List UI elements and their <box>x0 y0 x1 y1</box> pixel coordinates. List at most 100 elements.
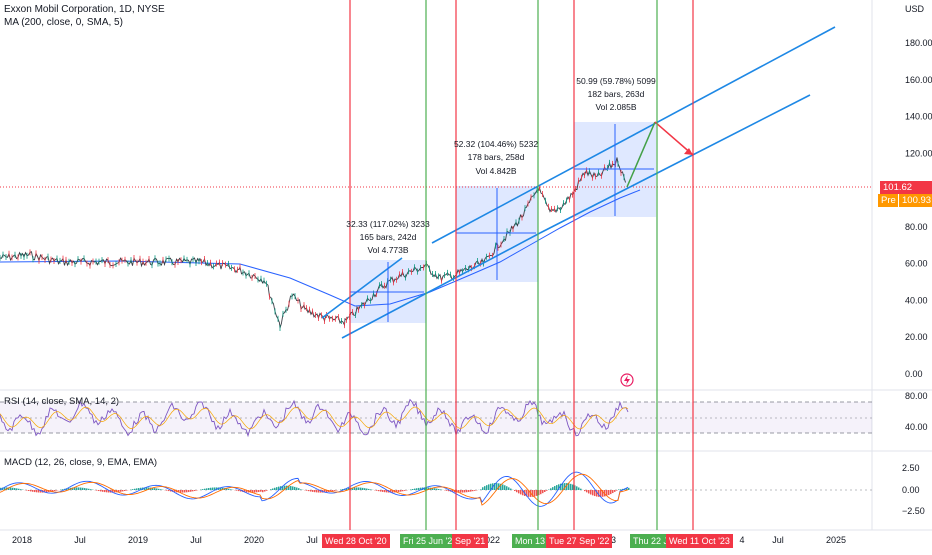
macd-bar <box>138 488 140 490</box>
macd-bar <box>480 489 482 490</box>
macd-bar <box>360 488 362 490</box>
price-tick-label: 80.00 <box>905 222 928 232</box>
macd-axis[interactable]: 2.500.00−2.50 <box>902 463 925 516</box>
price-tick-label: 60.00 <box>905 259 928 269</box>
macd-bar <box>78 487 80 490</box>
ma-line <box>0 190 640 306</box>
time-tick-label: Jul <box>190 535 202 545</box>
macd-bar <box>230 489 232 490</box>
macd-bar <box>260 490 262 492</box>
macd-bar <box>364 488 366 490</box>
macd-bar <box>88 489 90 490</box>
macd-bar <box>160 489 162 490</box>
macd-bar <box>158 489 160 490</box>
ma-legend[interactable]: MA (200, close, 0, SMA, 5) <box>4 17 123 28</box>
macd-bar <box>236 490 238 491</box>
macd-bar <box>614 490 616 492</box>
macd-bar <box>102 490 104 492</box>
premarket-price-tag: 100.93 <box>899 194 932 207</box>
macd-bar <box>120 490 122 492</box>
macd-bar <box>316 490 318 492</box>
macd-bar <box>166 490 168 491</box>
macd-bar <box>556 485 558 490</box>
macd-bar <box>434 488 436 490</box>
macd-bar <box>296 487 298 490</box>
macd-bar <box>82 488 84 490</box>
macd-tick-label: 0.00 <box>902 485 920 495</box>
macd-bar <box>276 487 278 490</box>
macd-bar <box>488 484 490 490</box>
time-tick-label: 4 <box>739 535 744 545</box>
macd-bar <box>616 490 618 491</box>
macd-bar <box>270 489 272 490</box>
macd-bar <box>594 490 596 496</box>
macd-bar <box>590 490 592 494</box>
macd-bar <box>332 490 334 491</box>
time-tick-label: Jul <box>306 535 318 545</box>
macd-bar <box>238 490 240 491</box>
macd-bar <box>266 490 268 491</box>
macd-bar <box>474 490 476 491</box>
macd-bar <box>380 490 382 492</box>
macd-bar <box>202 489 204 490</box>
macd-bar <box>414 489 416 490</box>
macd-bar <box>298 488 300 490</box>
price-axis[interactable]: 180.00160.00140.00120.00100.0080.0060.00… <box>905 38 932 379</box>
macd-legend[interactable]: MACD (12, 26, close, 9, EMA, EMA) <box>4 457 157 468</box>
macd-bar <box>628 488 630 490</box>
macd-bar <box>502 484 504 490</box>
macd-bar <box>438 489 440 490</box>
macd-bar <box>412 489 414 490</box>
measure-label-1: 32.33 (117.02%) 3233 165 bars, 242d Vol … <box>346 219 430 255</box>
date-marker-5: Thu 22 J <box>630 534 671 548</box>
macd-bar <box>612 490 614 493</box>
macd-bar <box>416 488 418 490</box>
macd-bar <box>506 486 508 490</box>
symbol-title[interactable]: Exxon Mobil Corporation, 1D, NYSE <box>4 4 165 15</box>
time-tick-label: 2018 <box>12 535 32 545</box>
price-tick-label: 180.00 <box>905 38 932 48</box>
macd-bar <box>592 490 594 495</box>
macd-bar <box>10 488 12 490</box>
macd-bar <box>126 490 128 491</box>
macd-bar <box>136 488 138 490</box>
macd-bar <box>580 489 582 490</box>
macd-bar <box>14 488 16 490</box>
macd-bar <box>568 483 570 490</box>
earnings-event-icon[interactable] <box>621 374 633 386</box>
date-marker-6: Wed 11 Oct '23 <box>666 534 733 548</box>
rsi-legend[interactable]: RSI (14, close, SMA, 14, 2) <box>4 396 119 407</box>
macd-bar <box>294 487 296 490</box>
macd-bar <box>228 489 230 490</box>
currency-label: USD <box>905 4 925 14</box>
macd-bar <box>104 490 106 492</box>
time-tick-label: 2020 <box>244 535 264 545</box>
last-price-tag: 101.62 <box>880 181 932 194</box>
macd-bar <box>204 489 206 490</box>
macd-bar <box>274 488 276 490</box>
macd-bar <box>154 488 156 490</box>
macd-bar <box>518 490 520 493</box>
macd-bar <box>80 488 82 490</box>
macd-bar <box>54 490 56 491</box>
macd-bar <box>398 490 400 492</box>
macd-bar <box>464 490 466 492</box>
macd-bar <box>514 490 516 491</box>
macd-bar <box>258 490 260 492</box>
macd-bar <box>400 490 402 492</box>
macd-bar <box>462 490 464 493</box>
macd-bar <box>100 490 102 491</box>
macd-bar <box>618 489 620 490</box>
macd-bar <box>482 487 484 490</box>
measure-1-line2: 165 bars, 242d <box>360 232 417 242</box>
macd-bar <box>368 489 370 490</box>
macd-bar <box>12 488 14 490</box>
macd-bar <box>354 487 356 490</box>
macd-bar <box>378 490 380 491</box>
measure-3-line2: 182 bars, 263d <box>588 89 645 99</box>
macd-bar <box>440 489 442 490</box>
measure-label-2: 52.32 (104.46%) 5232 178 bars, 258d Vol … <box>454 139 538 176</box>
time-tick-label: 2025 <box>826 535 846 545</box>
